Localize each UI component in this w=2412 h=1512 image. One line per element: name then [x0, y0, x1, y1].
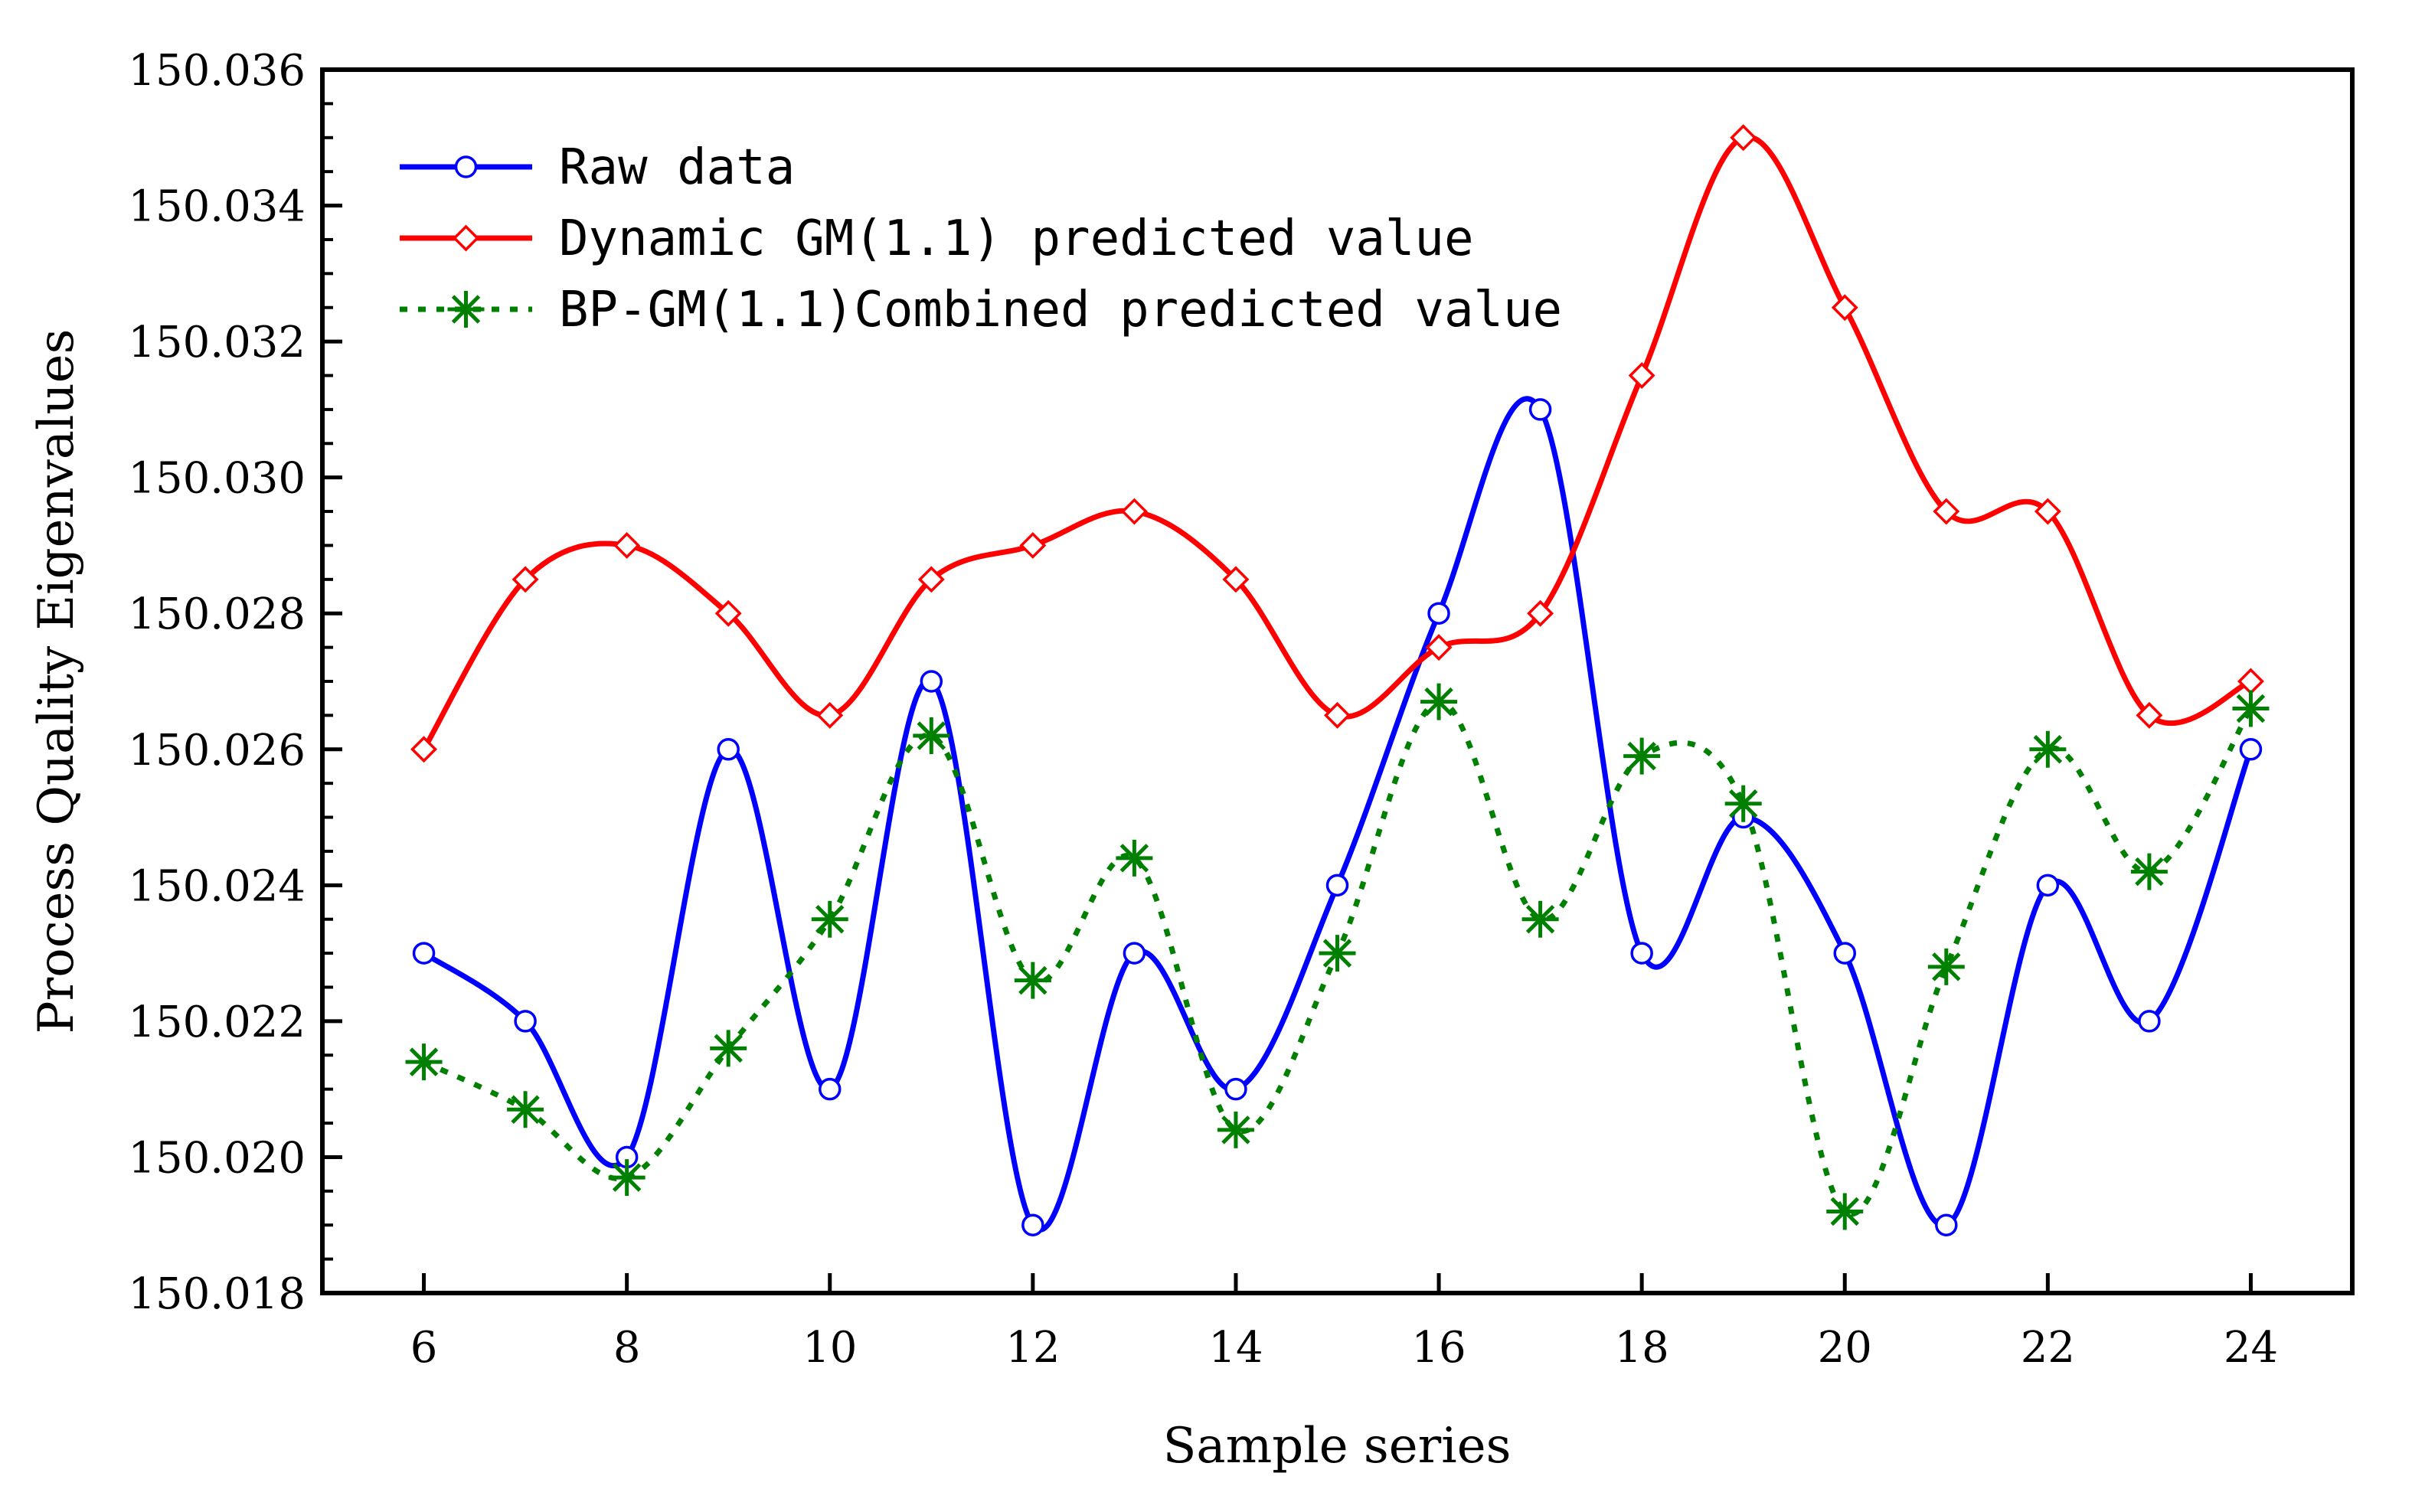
legend-marker-1 — [454, 155, 478, 178]
y-tick-label: 150.022 — [128, 998, 306, 1047]
legend-label-1: Raw data — [559, 139, 795, 196]
x-tick-label: 10 — [802, 1323, 857, 1373]
y-tick-label: 150.030 — [128, 454, 306, 504]
data-point-s1-15 — [1325, 874, 1349, 897]
data-point-s2-9 — [714, 599, 742, 627]
y-tick-label: 150.024 — [128, 861, 306, 911]
data-point-s2-20 — [1831, 294, 1858, 322]
data-point-s3-8 — [608, 1159, 645, 1197]
data-point-s3-24 — [2232, 690, 2270, 727]
data-point-s2-6 — [410, 736, 438, 763]
x-tick-label: 14 — [1208, 1323, 1263, 1373]
data-point-s3-20 — [1826, 1193, 1864, 1230]
data-point-s1-12 — [1021, 1213, 1044, 1236]
data-point-s3-11 — [913, 717, 950, 755]
data-point-s1-20 — [1833, 942, 1856, 965]
data-point-s1-18 — [1630, 942, 1653, 965]
data-point-s1-6 — [412, 942, 436, 965]
data-point-s3-13 — [1116, 839, 1153, 877]
data-point-s3-15 — [1319, 935, 1356, 972]
y-tick-label: 150.026 — [128, 726, 306, 776]
data-point-s1-11 — [920, 670, 943, 693]
data-point-s3-12 — [1014, 962, 1051, 999]
legend-marker-2 — [453, 224, 479, 252]
data-point-s2-23 — [2136, 701, 2163, 729]
y-tick-label: 150.034 — [128, 182, 306, 232]
y-tick-label: 150.028 — [128, 589, 306, 639]
y-tick-label: 150.018 — [128, 1269, 306, 1319]
x-tick-label: 16 — [1411, 1323, 1466, 1373]
data-point-s2-8 — [613, 531, 641, 559]
data-point-s3-9 — [710, 1030, 747, 1067]
data-point-s2-11 — [917, 566, 945, 593]
legend-label-2: Dynamic GM(1.1) predicted value — [559, 211, 1473, 267]
y-axis-title: Process Quality Eigenvalues — [28, 329, 85, 1034]
data-point-s3-7 — [507, 1091, 544, 1128]
x-tick-label: 6 — [410, 1323, 438, 1373]
data-point-s1-7 — [514, 1010, 537, 1033]
data-point-s3-10 — [811, 900, 848, 938]
data-point-s1-23 — [2138, 1010, 2161, 1033]
data-point-s3-14 — [1217, 1111, 1254, 1148]
data-point-s3-21 — [1927, 948, 1965, 985]
data-point-s2-15 — [1324, 701, 1351, 729]
x-tick-label: 18 — [1615, 1323, 1669, 1373]
data-point-s2-17 — [1527, 599, 1554, 627]
data-point-s2-19 — [1730, 124, 1757, 152]
data-point-s3-17 — [1521, 900, 1559, 938]
data-point-s2-14 — [1222, 566, 1250, 593]
data-point-s3-22 — [2029, 730, 2067, 768]
data-point-s1-14 — [1224, 1077, 1247, 1101]
y-tick-label: 150.020 — [128, 1133, 306, 1183]
legend-label-3: BP-GM(1.1)Combined predicted value — [559, 282, 1562, 338]
data-point-s2-7 — [511, 566, 539, 593]
data-point-s3-23 — [2130, 853, 2168, 890]
data-point-s1-17 — [1528, 398, 1552, 421]
series-line-1 — [422, 396, 2253, 1233]
series-markers — [405, 124, 2270, 1236]
data-point-s2-12 — [1019, 531, 1047, 559]
x-tick-label: 8 — [613, 1323, 641, 1373]
data-point-s3-18 — [1623, 737, 1661, 775]
x-axis: 6 8 10 12 14 16 18 20 22 24 — [410, 1273, 2278, 1373]
data-point-s2-13 — [1120, 498, 1148, 525]
x-tick-label: 24 — [2224, 1323, 2278, 1373]
data-point-s3-6 — [405, 1043, 443, 1081]
data-point-s2-21 — [1933, 498, 1960, 525]
data-point-s2-16 — [1425, 634, 1453, 661]
data-point-s1-22 — [2036, 874, 2060, 897]
data-point-s1-16 — [1427, 602, 1450, 625]
x-tick-label: 12 — [1005, 1323, 1060, 1373]
x-axis-title: Sample series — [1163, 1418, 1512, 1474]
data-point-s2-22 — [2034, 498, 2061, 525]
data-point-s1-24 — [2239, 738, 2263, 761]
data-point-s1-10 — [819, 1077, 842, 1101]
legend-marker-3 — [447, 291, 485, 328]
data-point-s1-9 — [717, 738, 740, 761]
y-axis: 150.018 150.020 150.022 150.024 150.026 150.0… — [128, 46, 342, 1319]
data-point-s2-24 — [2237, 668, 2264, 695]
data-point-s2-10 — [816, 701, 844, 729]
data-point-s1-21 — [1935, 1213, 1958, 1236]
data-point-s2-18 — [1628, 362, 1655, 389]
data-point-s1-13 — [1123, 942, 1146, 965]
data-point-s3-16 — [1420, 683, 1458, 720]
data-point-s3-19 — [1724, 785, 1762, 822]
legend: Raw data Dynamic GM(1.1) predicted value B… — [400, 139, 1562, 338]
y-tick-label: 150.036 — [128, 46, 306, 96]
x-tick-label: 22 — [2021, 1323, 2075, 1373]
y-tick-label: 150.032 — [128, 318, 306, 367]
x-tick-label: 20 — [1818, 1323, 1872, 1373]
